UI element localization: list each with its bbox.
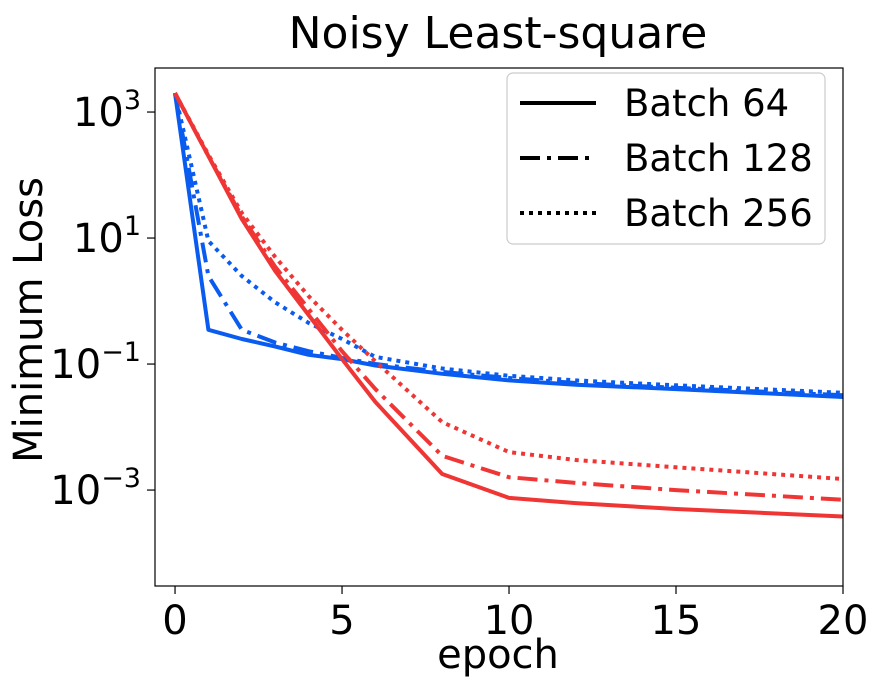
legend: Batch 64 Batch 128 Batch 256 [506, 72, 826, 245]
y-tick-label: 10−3 [50, 463, 141, 514]
y-ticks: 103 101 10−1 10−3 [50, 85, 155, 514]
x-tick-label: 15 [651, 598, 702, 644]
plot-frame [154, 67, 844, 587]
legend-label: Batch 128 [624, 137, 813, 180]
x-axis-label: epoch [437, 632, 559, 678]
legend-label: Batch 64 [624, 82, 789, 125]
series-line-blue-dotted [173, 92, 844, 395]
x-tick-label: 10 [484, 598, 535, 644]
plot-lines [173, 92, 844, 519]
x-ticks: 0 5 10 15 20 [162, 586, 868, 644]
chart-title: Noisy Least-square [289, 8, 708, 59]
y-tick-label: 101 [73, 211, 141, 262]
series-line-red-dotted [173, 92, 844, 481]
legend-box [506, 72, 826, 245]
x-tick-label: 0 [162, 598, 187, 644]
x-tick-label: 20 [818, 598, 869, 644]
legend-label: Batch 256 [624, 192, 813, 235]
y-axis-label: Minimum Loss [6, 177, 52, 463]
x-tick-label: 5 [329, 598, 354, 644]
y-tick-label: 10−1 [50, 337, 141, 388]
y-tick-label: 103 [73, 85, 141, 136]
series-line-blue-dashdot [173, 92, 844, 398]
